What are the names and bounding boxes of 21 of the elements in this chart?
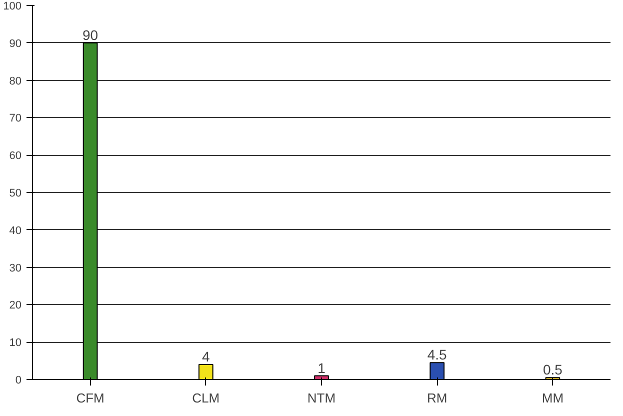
y-tick-label: 90 [9, 38, 22, 50]
y-tick-label: 10 [9, 337, 22, 350]
y-tick-label: 20 [9, 300, 22, 312]
x-tick-label: MM [542, 390, 564, 406]
y-tick-label: 30 [9, 262, 22, 274]
x-tick-label: NTM [307, 390, 336, 406]
data-label: 90 [82, 26, 98, 43]
y-tick-label: 50 [9, 188, 22, 200]
y-tick-label: 40 [9, 224, 22, 237]
y-tick-label: 70 [9, 112, 22, 125]
x-tick-label: CFM [76, 390, 104, 406]
data-label: 4 [202, 348, 210, 365]
data-label: 0.5 [542, 362, 563, 378]
y-tick-label: 100 [3, 0, 22, 12]
x-tick-label: RM [426, 390, 448, 406]
x-tick-label: CLM [192, 390, 220, 406]
y-tick-label: 60 [9, 150, 22, 162]
data-label: 4.5 [427, 346, 448, 363]
y-tick-label: 80 [9, 75, 22, 88]
data-label: 1 [318, 360, 326, 376]
y-tick-label: 0 [15, 374, 22, 386]
